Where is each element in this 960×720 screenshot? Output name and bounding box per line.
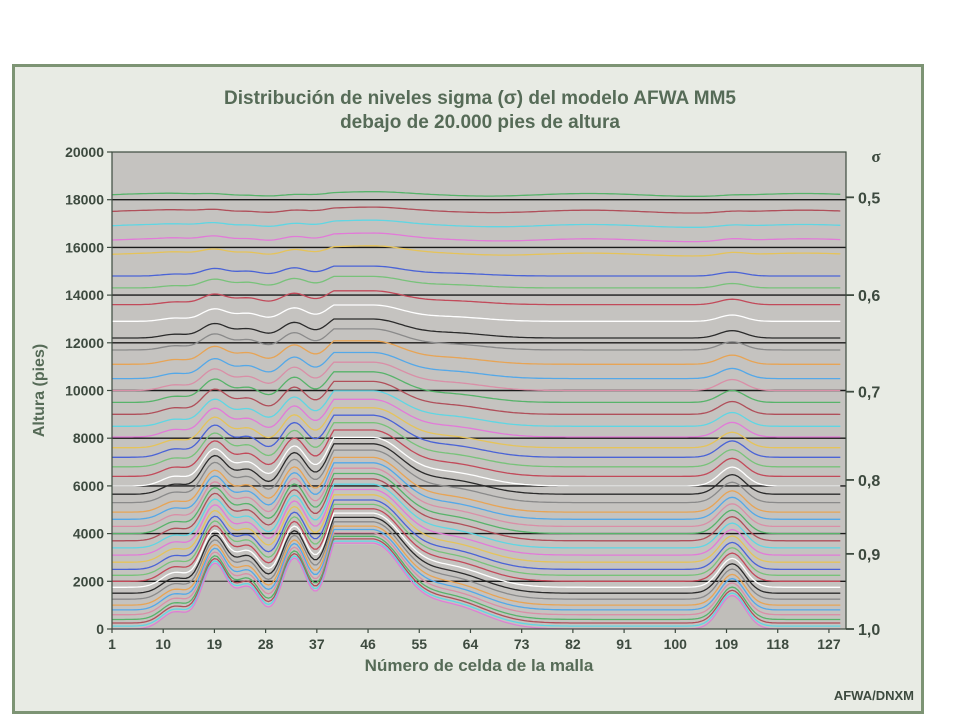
y-tick-label-1: 2000	[73, 573, 104, 589]
sigma-axis-label: σ	[871, 147, 881, 166]
sigma-level-line-24	[112, 443, 841, 495]
sigma-level-line-4	[111, 232, 841, 243]
sigma-level-line-9	[112, 304, 841, 322]
sigma-level-line-31	[112, 483, 841, 549]
sigma-level-line-19	[112, 407, 841, 449]
sigma-level-line-42	[112, 532, 841, 616]
sigma-level-line-39	[112, 521, 841, 600]
x-tick-label-9: 82	[565, 636, 581, 652]
y-axis-label: Altura (pies)	[31, 344, 48, 437]
sigma-level-line-23	[112, 436, 841, 487]
sigma-level-line-36	[112, 508, 841, 582]
y-tick-label-9: 18000	[65, 192, 104, 208]
sigma-level-line-21	[112, 422, 841, 468]
sigma-level-line-41	[112, 528, 841, 611]
sigma-level-line-43	[112, 535, 841, 621]
x-tick-label-7: 64	[463, 636, 479, 652]
x-tick-label-6: 55	[411, 636, 427, 652]
sigma-level-line-32	[112, 488, 841, 556]
sigma-level-line-34	[112, 499, 841, 571]
chart-subtitle: debajo de 20.000 pies de altura	[340, 112, 620, 133]
sigma-level-line-33	[112, 494, 841, 563]
y-tick-label-3: 6000	[73, 478, 104, 494]
sigma-tick-label-4: 0,9	[858, 547, 880, 564]
source-credit: AFWA/DNXM	[833, 688, 914, 703]
x-tick-label-8: 73	[514, 636, 530, 652]
sigma-level-line-2	[111, 206, 841, 214]
sigma-level-line-22	[112, 429, 841, 478]
sigma-level-line-38	[112, 516, 841, 594]
sigma-level-line-15	[112, 371, 841, 404]
x-tick-label-12: 109	[715, 636, 739, 652]
sigma-level-line-5	[111, 245, 841, 257]
sigma-level-line-10	[112, 318, 841, 339]
x-tick-label-1: 10	[155, 636, 171, 652]
sigma-level-line-16	[112, 380, 841, 416]
sigma-level-line-3	[111, 219, 841, 228]
x-tick-label-3: 28	[258, 636, 274, 652]
y-tick-label-2: 4000	[73, 526, 104, 542]
x-tick-label-10: 91	[616, 636, 632, 652]
y-tick-label-7: 14000	[65, 287, 104, 303]
y-tick-label-4: 8000	[73, 430, 104, 446]
sigma-level-line-45	[112, 540, 841, 627]
x-tick-label-14: 127	[817, 636, 841, 652]
x-tick-label-11: 100	[664, 636, 688, 652]
sigma-level-line-27	[112, 462, 841, 520]
sigma-level-line-29	[112, 472, 841, 535]
sigma-level-line-37	[112, 512, 841, 588]
sigma-level-line-18	[112, 398, 841, 438]
y-tick-label-6: 12000	[65, 335, 104, 351]
sigma-level-line-8	[112, 290, 841, 306]
y-tick-label-8: 16000	[65, 239, 104, 255]
sigma-level-line-17	[112, 390, 841, 427]
sigma-level-line-1	[111, 191, 841, 197]
x-tick-label-13: 118	[766, 636, 789, 652]
sigma-level-line-20	[112, 414, 841, 458]
chart-title: Distribución de niveles sigma (σ) del mo…	[224, 88, 736, 109]
sigma-level-line-11	[112, 328, 841, 351]
y-tick-label-5: 10000	[65, 383, 104, 399]
sigma-level-line-25	[112, 449, 841, 504]
sigma-level-line-28	[112, 467, 841, 528]
sigma-tick-label-3: 0,8	[858, 473, 880, 490]
sigma-level-line-30	[112, 478, 841, 542]
x-axis-label: Número de celda de la malla	[365, 656, 594, 675]
sigma-level-line-46	[112, 542, 841, 630]
sigma-level-line-40	[112, 525, 841, 606]
sigma-level-line-35	[112, 503, 841, 576]
sigma-level-line-6	[112, 265, 841, 277]
sigma-level-line-26	[112, 456, 841, 513]
x-tick-label-0: 1	[108, 636, 116, 652]
x-tick-label-4: 37	[309, 636, 325, 652]
sigma-level-line-14	[112, 361, 841, 392]
sigma-level-line-12	[112, 340, 841, 365]
x-tick-label-2: 19	[207, 636, 223, 652]
sigma-level-line-7	[112, 275, 841, 289]
terrain-area	[112, 544, 846, 629]
sigma-tick-label-5: 1,0	[858, 622, 880, 639]
y-tick-label-10: 20000	[65, 144, 104, 160]
sigma-tick-label-0: 0,5	[858, 190, 880, 207]
sigma-tick-label-1: 0,6	[858, 288, 880, 305]
sigma-level-line-13	[112, 351, 841, 380]
sigma-tick-label-2: 0,7	[858, 385, 880, 402]
sigma-level-line-44	[112, 538, 841, 624]
x-tick-label-5: 46	[360, 636, 376, 652]
y-tick-label-0: 0	[96, 621, 104, 637]
